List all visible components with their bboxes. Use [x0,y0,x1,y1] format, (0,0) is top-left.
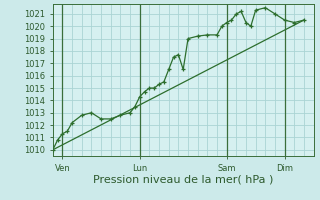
X-axis label: Pression niveau de la mer( hPa ): Pression niveau de la mer( hPa ) [93,174,273,184]
